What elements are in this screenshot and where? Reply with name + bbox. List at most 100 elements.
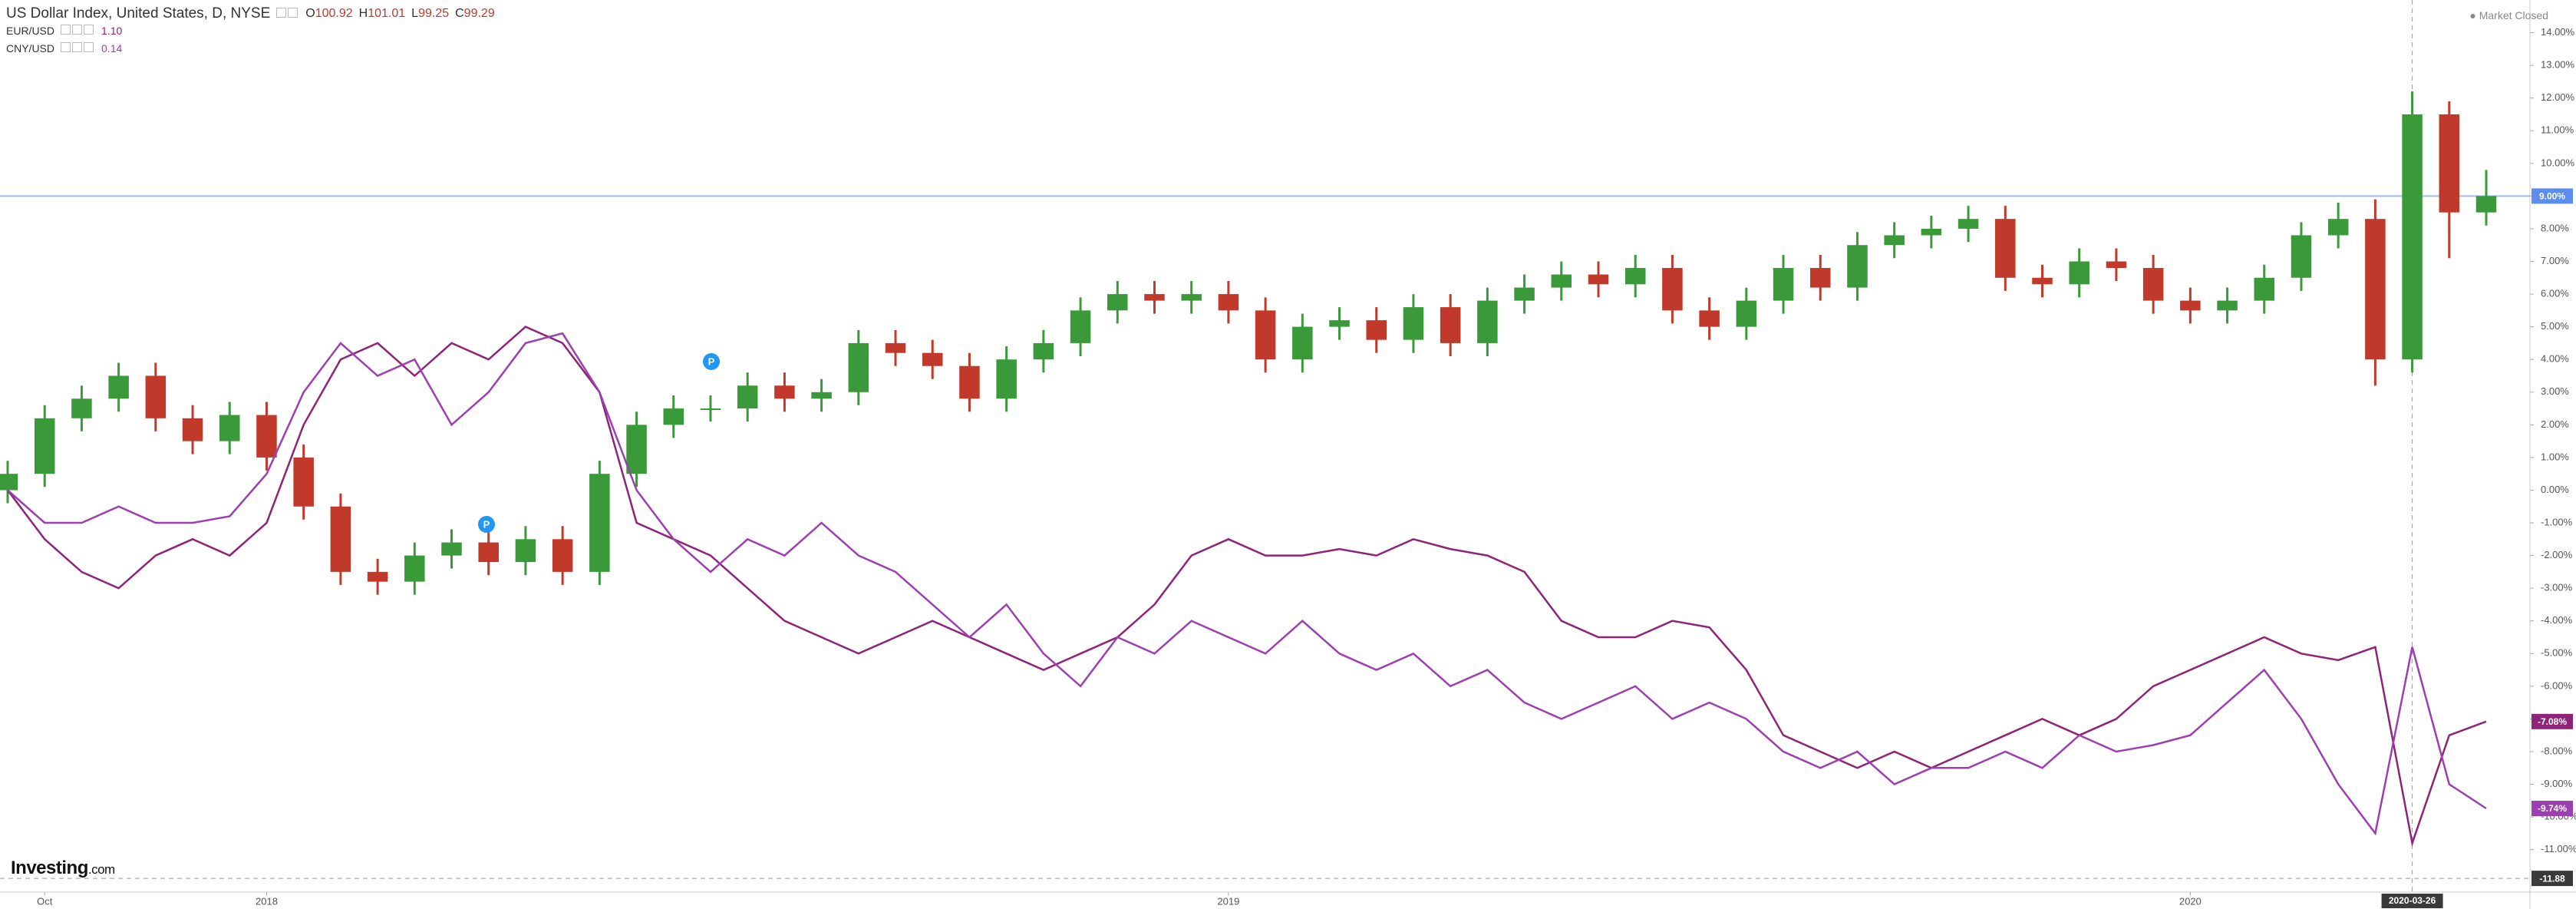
- candle-body: [1292, 326, 1313, 360]
- candle-body: [0, 474, 18, 491]
- icon: [61, 25, 71, 35]
- last-value-label: -7.08%: [2538, 716, 2567, 727]
- y-tick-label: 13.00%: [2541, 59, 2575, 71]
- candle-body: [367, 571, 388, 582]
- candle-body: [1033, 342, 1054, 360]
- legend-name: CNY/USD: [6, 42, 55, 55]
- candle-body: [1255, 310, 1276, 360]
- candle-body: [441, 542, 462, 556]
- candle-body: [1809, 268, 1831, 288]
- candle-body: [1144, 294, 1165, 301]
- pin-label: P: [708, 355, 715, 367]
- ohlc-label: H: [358, 7, 368, 20]
- crosshair-label: -11.88: [2539, 873, 2565, 884]
- candle-body: [1514, 287, 1535, 301]
- candle-body: [2327, 219, 2349, 236]
- ohlc-label: O: [305, 7, 315, 20]
- legend-icons: [61, 22, 95, 40]
- series-line: [7, 332, 2487, 836]
- candle-body: [996, 359, 1017, 399]
- y-tick-label: -5.00%: [2541, 647, 2573, 659]
- candle-body: [1588, 274, 1609, 285]
- pin-label: P: [483, 518, 490, 530]
- legend-icons: [61, 40, 95, 58]
- candle-body: [256, 415, 277, 458]
- status-text: Market Closed: [2479, 9, 2548, 21]
- last-value-label: -9.74%: [2538, 803, 2567, 814]
- ohlc-item: L99.25: [411, 5, 449, 22]
- x-tick-label: 2019: [1217, 895, 1239, 907]
- candle-body: [2402, 114, 2423, 360]
- ohlc-value: 101.01: [368, 7, 406, 20]
- candle-body: [219, 415, 240, 441]
- ohlc-item: H101.01: [359, 5, 406, 22]
- y-tick-label: 7.00%: [2541, 255, 2569, 266]
- candle-body: [2106, 261, 2127, 269]
- y-tick-label: 0.00%: [2541, 484, 2569, 495]
- legend-row: CNY/USD 0.14: [6, 40, 495, 58]
- last-value-label: 9.00%: [2539, 191, 2565, 202]
- title-row: US Dollar Index, United States, D, NYSE …: [6, 5, 495, 22]
- candle-body: [848, 342, 869, 392]
- candle-body: [552, 539, 573, 572]
- candle-body: [330, 506, 351, 572]
- candle-body: [1624, 268, 1646, 285]
- x-crosshair-badge: [2381, 894, 2443, 908]
- candle-body: [1847, 245, 1868, 288]
- legend-value: 0.14: [101, 42, 123, 55]
- y-tick-label: 1.00%: [2541, 451, 2569, 462]
- candle-body: [1995, 219, 2016, 278]
- title-icons: [276, 5, 299, 22]
- candle-body: [2032, 277, 2053, 285]
- y-tick-label: 10.00%: [2541, 157, 2575, 168]
- x-tick-label: 2018: [256, 895, 278, 907]
- candle-body: [2217, 300, 2238, 311]
- brand: Investing.com: [11, 858, 115, 879]
- candle-body: [1921, 228, 1942, 236]
- icon: [72, 42, 83, 52]
- candle-body: [1551, 274, 1572, 288]
- candle-body: [2439, 114, 2460, 213]
- candle-body: [182, 418, 203, 441]
- last-value-badge: [2531, 713, 2573, 729]
- y-tick-label: 12.00%: [2541, 91, 2575, 103]
- candle-body: [1773, 268, 1794, 301]
- pin: [478, 516, 495, 533]
- y-tick-label: -6.00%: [2541, 679, 2573, 691]
- y-tick-label: 14.00%: [2541, 26, 2575, 38]
- y-tick-label: 2.00%: [2541, 418, 2569, 430]
- candle-body: [922, 352, 943, 366]
- icon: [72, 25, 83, 35]
- y-tick-label: 5.00%: [2541, 320, 2569, 332]
- candle-body: [1403, 307, 1424, 340]
- crosshair-badge: [2531, 871, 2573, 887]
- candle-body: [959, 365, 980, 399]
- brand-name: Investing: [11, 858, 88, 878]
- candle-body: [811, 392, 832, 399]
- candle-body: [2069, 261, 2089, 285]
- candle-body: [1218, 294, 1239, 311]
- ohlc-label: C: [455, 7, 464, 20]
- candle-body: [2291, 235, 2312, 278]
- y-tick-label: 11.00%: [2541, 124, 2574, 136]
- candle-body: [515, 539, 536, 563]
- candle-body: [2475, 196, 2497, 213]
- candle-body: [1958, 219, 1979, 229]
- candle-body: [1181, 294, 1202, 301]
- candle-body: [404, 555, 425, 582]
- icon: [84, 42, 94, 52]
- candle-body: [663, 408, 684, 425]
- chart-title: US Dollar Index, United States, D, NYSE: [6, 5, 271, 21]
- y-tick-label: -8.00%: [2541, 745, 2573, 756]
- candle-body: [700, 408, 721, 411]
- candle-body: [1366, 320, 1387, 340]
- x-tick-label: Oct: [37, 895, 53, 907]
- y-tick-label: -1.00%: [2541, 516, 2573, 527]
- y-tick-label: 3.00%: [2541, 385, 2569, 397]
- candle-body: [2142, 268, 2164, 301]
- ohlc-label: L: [411, 7, 419, 20]
- candle-body: [1699, 310, 1720, 327]
- series-line: [7, 326, 2487, 848]
- candle-body: [71, 398, 92, 418]
